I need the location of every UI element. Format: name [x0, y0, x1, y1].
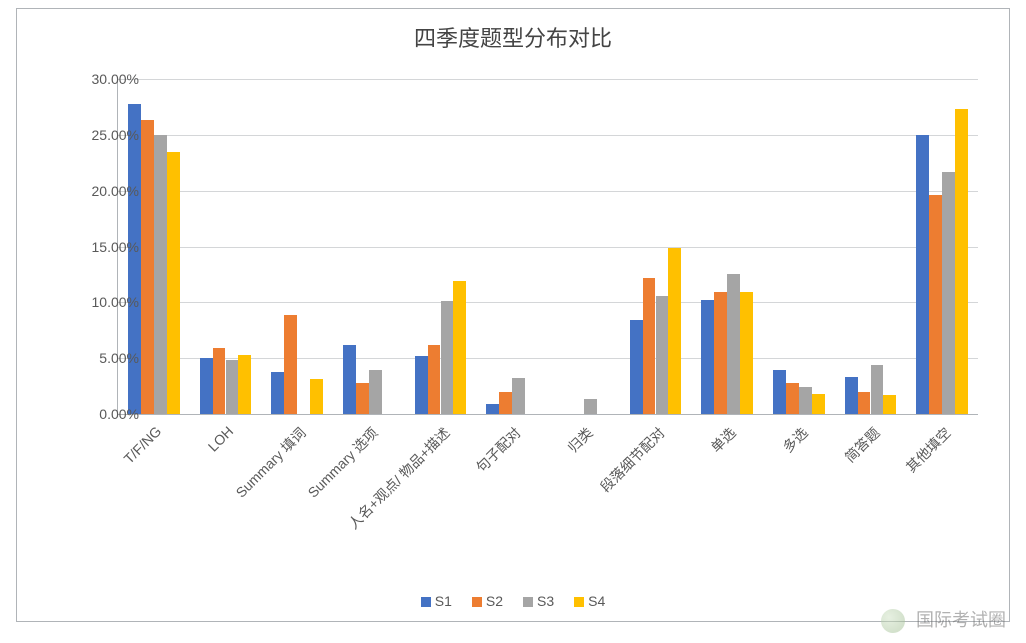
- y-tick-label: 30.00%: [59, 71, 139, 87]
- bar-S1: [773, 370, 786, 414]
- y-tick-label: 5.00%: [59, 350, 139, 366]
- bar-S2: [428, 345, 441, 414]
- bar-S2: [714, 292, 727, 414]
- bar-S4: [740, 292, 753, 414]
- bar-S4: [453, 281, 466, 414]
- bar-S4: [883, 395, 896, 414]
- bar-S3: [727, 274, 740, 414]
- bar-S1: [845, 377, 858, 414]
- watermark-icon: [881, 609, 905, 633]
- bar-S1: [916, 135, 929, 414]
- bar-S1: [415, 356, 428, 414]
- chart-container: 四季度题型分布对比 S1S2S3S4 0.00% 5.00% 10.00% 15.00…: [16, 8, 1010, 622]
- bar-S4: [167, 152, 180, 414]
- legend-label: S4: [588, 593, 605, 609]
- bar-S4: [238, 355, 251, 414]
- bar-S2: [643, 278, 656, 414]
- bar-S4: [955, 109, 968, 414]
- bar-S3: [656, 296, 669, 414]
- bar-S3: [942, 172, 955, 414]
- bar-S2: [858, 392, 871, 414]
- bar-S1: [200, 358, 213, 414]
- gridline: [118, 79, 978, 80]
- bar-S2: [356, 383, 369, 414]
- bar-S2: [499, 392, 512, 414]
- bar-S4: [310, 379, 323, 414]
- bar-S1: [701, 300, 714, 414]
- bar-S3: [441, 301, 454, 414]
- bar-S1: [271, 372, 284, 414]
- bar-S3: [584, 399, 597, 414]
- y-tick-label: 25.00%: [59, 127, 139, 143]
- gridline: [118, 247, 978, 248]
- chart-title: 四季度题型分布对比: [17, 21, 1009, 53]
- watermark-text: 国际考试圈: [916, 610, 1006, 630]
- bar-S3: [512, 378, 525, 414]
- gridline: [118, 191, 978, 192]
- y-tick-label: 10.00%: [59, 294, 139, 310]
- bar-S1: [630, 320, 643, 414]
- gridline: [118, 302, 978, 303]
- bar-S3: [369, 370, 382, 414]
- y-tick-label: 15.00%: [59, 239, 139, 255]
- bar-S1: [486, 404, 499, 414]
- bar-S3: [226, 360, 239, 414]
- y-tick-label: 20.00%: [59, 183, 139, 199]
- plot-area: [117, 79, 978, 415]
- bar-S4: [812, 394, 825, 414]
- legend-swatch: [523, 597, 533, 607]
- bar-S2: [929, 195, 942, 414]
- watermark: 国际考试圈: [881, 606, 1006, 633]
- bar-S3: [799, 387, 812, 414]
- gridline: [118, 135, 978, 136]
- y-tick-label: 0.00%: [59, 406, 139, 422]
- bar-S2: [213, 348, 226, 414]
- bar-S2: [786, 383, 799, 414]
- bar-S2: [284, 315, 297, 414]
- bar-S3: [154, 135, 167, 414]
- bar-S4: [668, 248, 681, 414]
- bar-S3: [871, 365, 884, 414]
- bar-S1: [343, 345, 356, 414]
- bar-S1: [128, 104, 141, 414]
- legend: S1S2S3S4: [17, 593, 1009, 609]
- bar-S2: [141, 120, 154, 414]
